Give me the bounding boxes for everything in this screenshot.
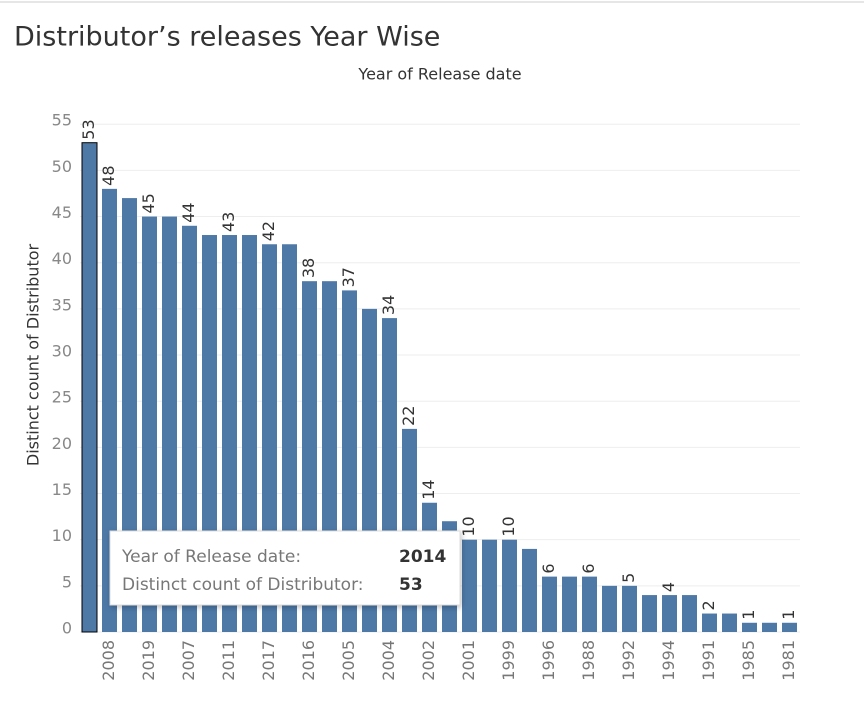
bar <box>142 216 157 632</box>
y-tick-label: 25 <box>52 388 72 407</box>
x-tick-label: 2002 <box>419 640 438 681</box>
bar <box>81 142 98 633</box>
bar <box>462 539 477 632</box>
tooltip-value: 53 <box>399 575 423 595</box>
value-label: 48 <box>99 165 118 185</box>
tooltip-box <box>109 530 461 606</box>
bar <box>542 576 557 632</box>
y-axis-title: Distinct count of Distributor <box>24 243 43 466</box>
y-tick-label: 50 <box>52 157 72 176</box>
x-tick-label: 2007 <box>179 640 198 681</box>
y-tick-label: 45 <box>52 203 72 222</box>
x-tick-label: 2004 <box>379 640 398 681</box>
bar <box>122 198 137 632</box>
value-label: 42 <box>259 221 278 241</box>
x-tick-label: 1999 <box>499 640 518 681</box>
bar <box>682 595 697 632</box>
bar <box>782 622 797 632</box>
x-tick-label: 1981 <box>779 640 798 681</box>
bar <box>562 576 577 632</box>
x-tick-label: 2005 <box>339 640 358 681</box>
x-tick-label: 2016 <box>299 640 318 681</box>
x-tick-label: 2017 <box>259 640 278 681</box>
tooltip: Year of Release date: 2014 Distinct count … <box>109 530 461 606</box>
x-tick-label: 1991 <box>699 640 718 681</box>
x-tick-label: 2019 <box>139 640 158 681</box>
value-label: 1 <box>739 610 758 620</box>
bar <box>602 585 617 632</box>
bar <box>742 622 757 632</box>
y-tick-label: 10 <box>52 526 72 545</box>
x-tick-label: 1996 <box>539 640 558 681</box>
tooltip-label: Year of Release date: <box>121 547 301 567</box>
bar <box>622 585 637 632</box>
bar <box>162 216 177 632</box>
y-tick-label: 5 <box>62 572 72 591</box>
x-tick-label: 2001 <box>459 640 478 681</box>
value-label: 6 <box>579 563 598 573</box>
x-tick-label: 1992 <box>619 640 638 681</box>
x-tick-label: 2011 <box>219 640 238 681</box>
tooltip-value: 2014 <box>399 547 446 567</box>
value-label: 45 <box>139 193 158 213</box>
x-tick-label: 1985 <box>739 640 758 681</box>
y-tick-label: 55 <box>52 111 72 130</box>
value-label: 44 <box>179 202 198 222</box>
value-label: 37 <box>339 267 358 287</box>
y-tick-label: 30 <box>52 342 72 361</box>
y-tick-label: 0 <box>62 619 72 638</box>
x-tick-label: 1988 <box>579 640 598 681</box>
chart-title: Distributor’s releases Year Wise <box>14 22 440 53</box>
y-tick-label: 20 <box>52 434 72 453</box>
y-tick-label: 40 <box>52 249 72 268</box>
value-label: 1 <box>779 610 798 620</box>
bar <box>722 613 737 632</box>
bar <box>502 539 517 632</box>
bar <box>662 595 677 632</box>
value-label: 4 <box>659 582 678 592</box>
y-tick-label: 15 <box>52 480 72 499</box>
x-tick-label: 1994 <box>659 640 678 681</box>
value-label: 38 <box>299 258 318 278</box>
value-label: 43 <box>219 212 238 232</box>
y-tick-label: 35 <box>52 295 72 314</box>
bar <box>482 539 497 632</box>
value-label: 10 <box>459 516 478 536</box>
bar <box>582 576 597 632</box>
tooltip-label: Distinct count of Distributor: <box>122 575 364 595</box>
value-label: 6 <box>539 563 558 573</box>
x-axis-title: Year of Release date <box>357 65 521 84</box>
value-label: 34 <box>379 295 398 315</box>
bar <box>182 225 197 633</box>
value-label: 5 <box>619 573 638 583</box>
value-label: 22 <box>399 406 418 426</box>
bar <box>102 188 117 632</box>
value-label: 2 <box>699 600 718 610</box>
value-label: 53 <box>79 119 98 139</box>
bar <box>762 622 777 632</box>
bar <box>702 613 717 632</box>
x-tick-label: 2008 <box>99 640 118 681</box>
value-label: 10 <box>499 516 518 536</box>
bar <box>642 595 657 632</box>
bar <box>522 548 537 632</box>
value-label: 14 <box>419 479 438 499</box>
